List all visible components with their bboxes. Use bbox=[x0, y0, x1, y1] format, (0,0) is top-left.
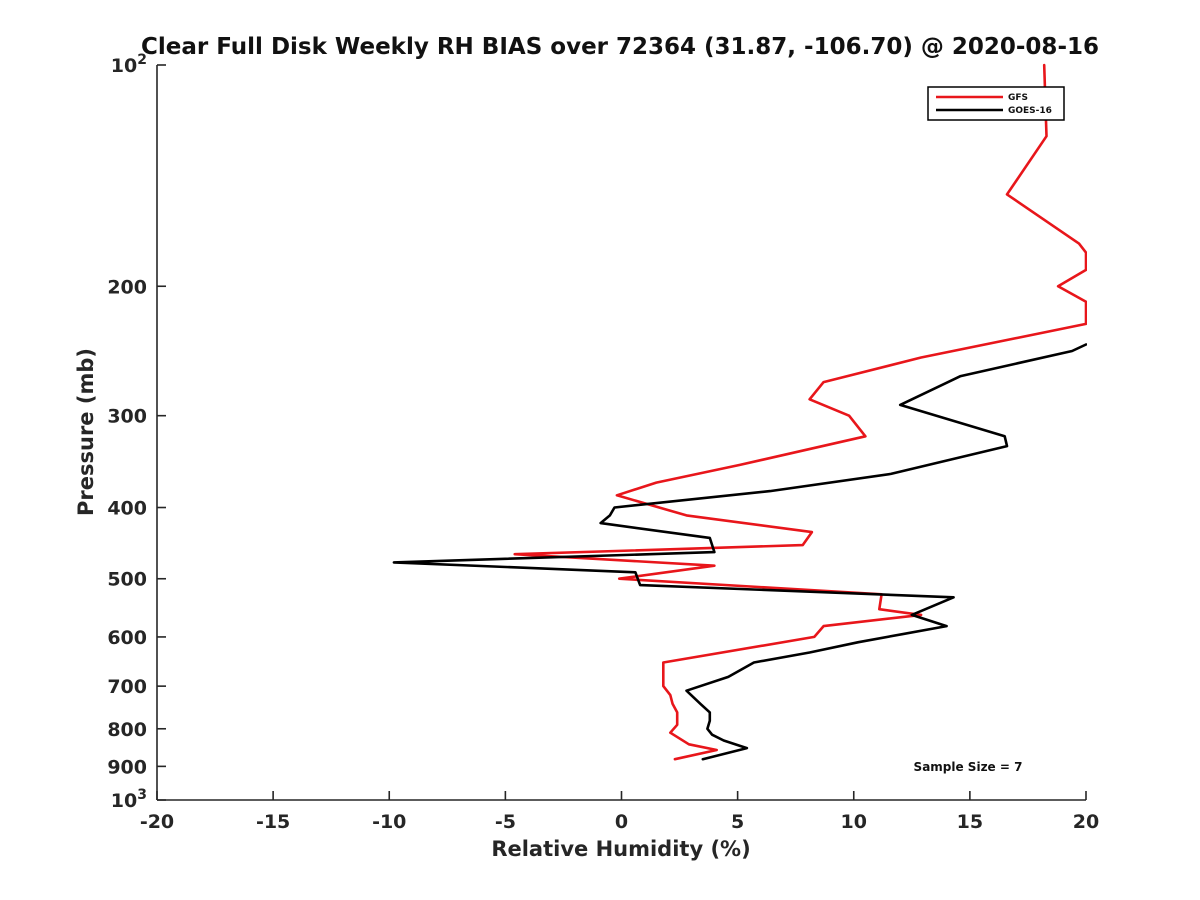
x-tick-label: 5 bbox=[731, 811, 744, 833]
x-tick-label: 10 bbox=[841, 811, 867, 833]
x-tick-label: -20 bbox=[140, 811, 174, 833]
y-tick-label: 700 bbox=[107, 676, 147, 698]
series-line-goes16 bbox=[392, 343, 1087, 761]
y-tick-label: 200 bbox=[107, 276, 147, 298]
legend: GFS GOES-16 bbox=[927, 86, 1065, 121]
x-tick-label: -5 bbox=[495, 811, 516, 833]
y-tick-label: 500 bbox=[107, 569, 147, 591]
y-tick-label: 103 bbox=[111, 787, 147, 812]
y-tick-label: 300 bbox=[107, 406, 147, 428]
y-axis-label: Pressure (mb) bbox=[74, 348, 98, 516]
chart-title: Clear Full Disk Weekly RH BIAS over 7236… bbox=[141, 34, 1099, 60]
x-tick-label: -10 bbox=[372, 811, 406, 833]
x-tick-label: 15 bbox=[957, 811, 983, 833]
legend-label-gfs: GFS bbox=[1008, 93, 1028, 103]
legend-box bbox=[927, 86, 1065, 121]
series-line-gfs bbox=[513, 63, 1087, 761]
sample-size-annotation: Sample Size = 7 bbox=[914, 760, 1023, 774]
x-tick-label: 20 bbox=[1073, 811, 1099, 833]
x-tick-label: -15 bbox=[256, 811, 290, 833]
y-tick-label: 800 bbox=[107, 719, 147, 741]
x-tick-label: 0 bbox=[615, 811, 628, 833]
y-ticks: 102 200 300 400 500 600 700 800 900 103 bbox=[107, 52, 166, 812]
y-tick-label: 900 bbox=[107, 756, 147, 778]
plot-lines bbox=[392, 63, 1087, 761]
legend-label-goes16: GOES-16 bbox=[1008, 106, 1052, 116]
y-tick-label: 102 bbox=[111, 52, 147, 77]
x-axis-label: Relative Humidity (%) bbox=[491, 837, 750, 861]
x-ticks: -20 -15 -10 -5 0 5 10 15 20 bbox=[140, 791, 1099, 833]
y-tick-label: 600 bbox=[107, 627, 147, 649]
y-tick-label: 400 bbox=[107, 498, 147, 520]
